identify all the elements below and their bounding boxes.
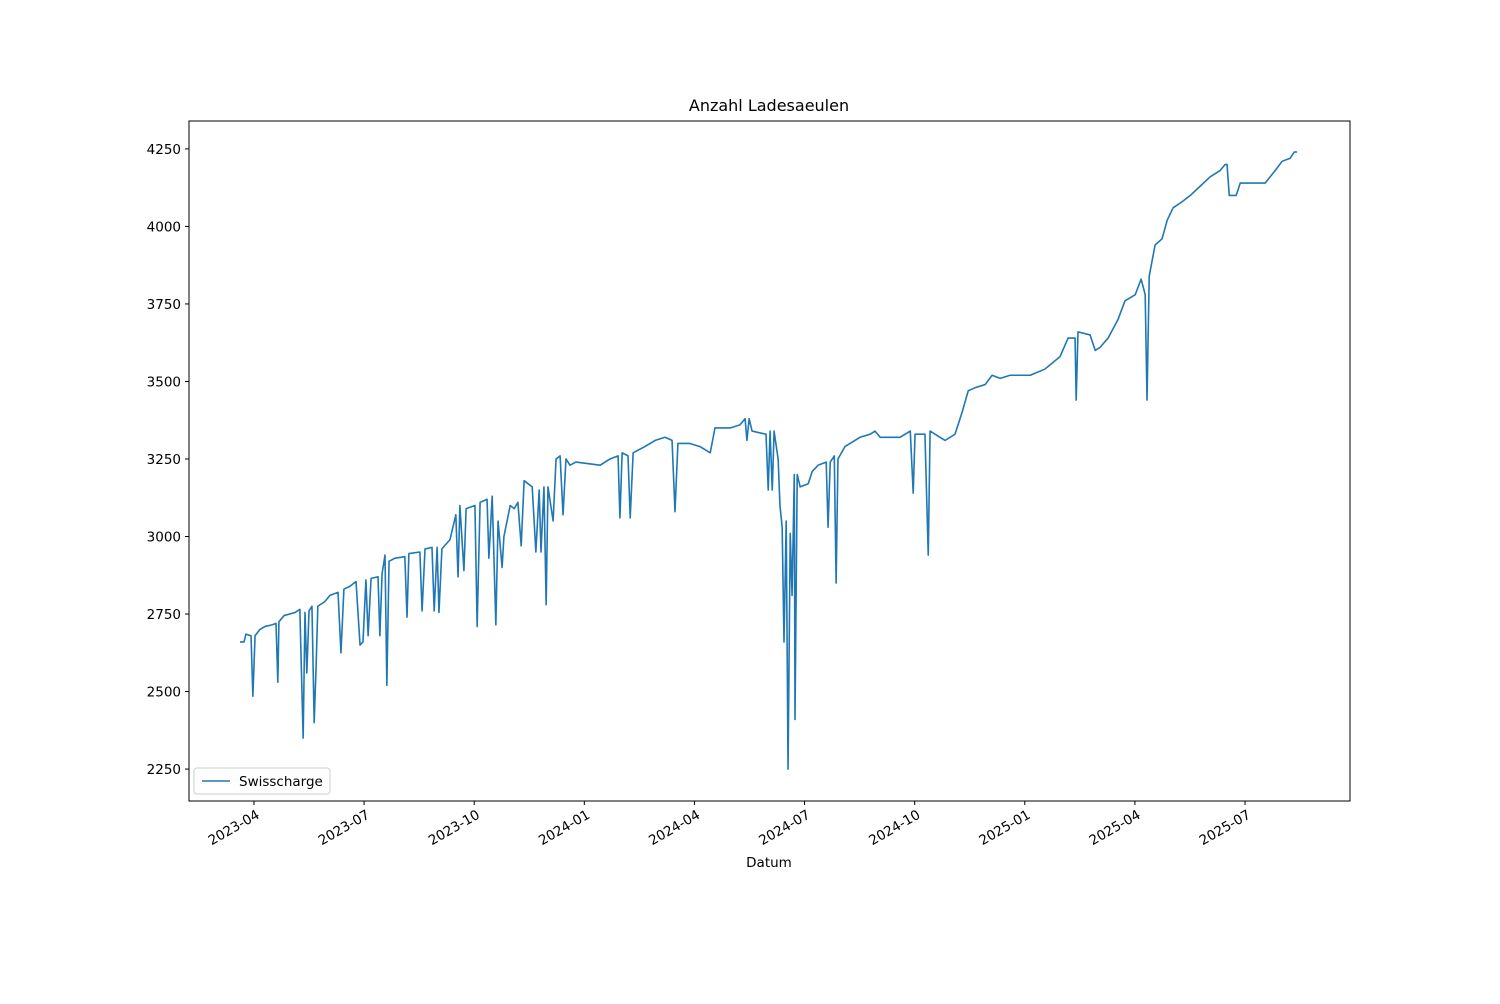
- legend: Swisscharge: [193, 767, 331, 795]
- legend-label: Swisscharge: [239, 774, 323, 790]
- y-tick-label: 4000: [147, 219, 181, 235]
- y-tick-label: 2500: [147, 685, 181, 701]
- x-tick-label: 2023-07: [316, 807, 373, 849]
- line-series: [240, 151, 1298, 770]
- x-tick-label: 2024-01: [536, 807, 593, 849]
- x-tick-label: 2023-04: [206, 807, 263, 849]
- y-tick-label: 2750: [147, 607, 181, 623]
- x-tick-label: 2025-07: [1197, 807, 1254, 849]
- x-tick-label: 2024-10: [866, 807, 923, 849]
- y-tick-label: 3750: [147, 297, 181, 313]
- legend-box: [193, 767, 331, 795]
- x-tick-label: 2024-07: [756, 807, 813, 849]
- y-tick-label: 3000: [147, 530, 181, 546]
- y-tick-label: 4250: [147, 142, 181, 158]
- x-tick-label: 2025-01: [976, 807, 1033, 849]
- y-tick-label: 3250: [147, 452, 181, 468]
- y-tick-label: 3500: [147, 374, 181, 390]
- x-tick-label: 2023-10: [426, 807, 483, 849]
- y-tick-label: 2250: [147, 762, 181, 778]
- x-tick-label: 2024-04: [646, 807, 703, 849]
- axes-frame: [188, 120, 1351, 802]
- x-tick-label: 2025-04: [1087, 807, 1144, 849]
- x-axis-label: Datum: [746, 855, 792, 871]
- chart-title: Anzahl Ladesaeulen: [689, 96, 849, 115]
